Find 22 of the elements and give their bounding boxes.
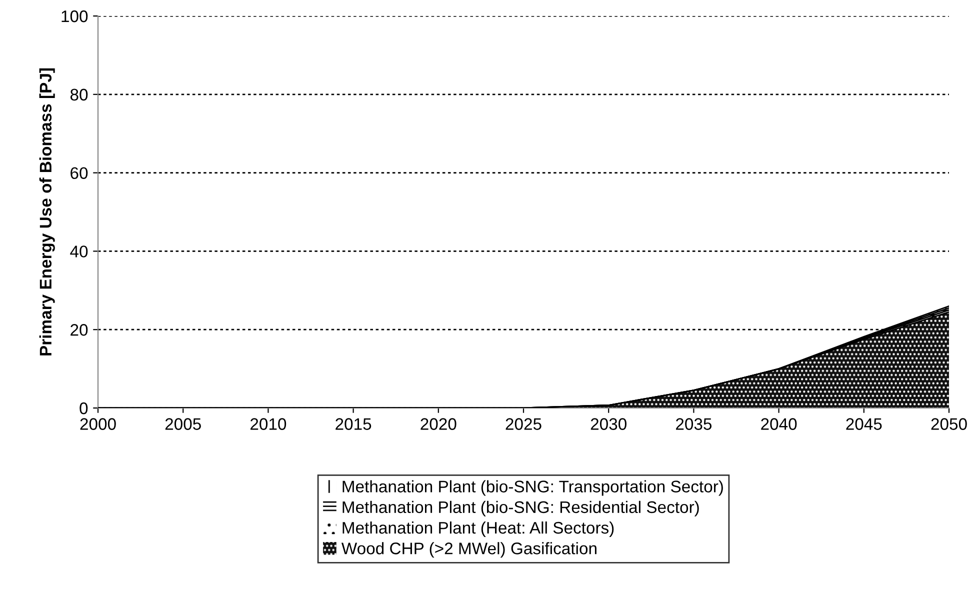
y-axis-title: Primary Energy Use of Biomass [PJ] <box>39 68 55 356</box>
y-tick-label: 60 <box>70 167 88 180</box>
y-tick-label: 40 <box>70 246 88 258</box>
y-tick-label: 80 <box>70 88 88 101</box>
x-tick-label: 2015 <box>336 418 372 430</box>
y-tick-label: 100 <box>62 10 88 22</box>
x-tick-label: 2020 <box>420 418 456 430</box>
x-tick-label: 2035 <box>676 418 712 430</box>
x-tick-label: 2045 <box>846 418 882 430</box>
x-tick-label: 2005 <box>165 418 201 430</box>
x-tick-label: 2030 <box>590 418 626 430</box>
x-tick-label: 2010 <box>250 418 286 430</box>
x-tick-label: 2050 <box>931 418 967 430</box>
y-tick-label: 20 <box>70 324 88 336</box>
x-tick-label: 2000 <box>80 418 116 430</box>
legend-label: Wood CHP (>2 MWel) Gasification <box>341 542 596 558</box>
legend-label: Methanation Plant (Heat: All Sectors) <box>342 521 614 537</box>
legend-label: Methanation Plant (bio-SNG: Residential Sector) <box>342 500 699 516</box>
x-tick-label: 2025 <box>506 418 542 430</box>
legend-label: Methanation Plant (bio-SNG: Transportation Sector) <box>342 480 723 496</box>
y-tick-label: 0 <box>80 402 88 414</box>
x-tick-label: 2040 <box>761 418 797 430</box>
